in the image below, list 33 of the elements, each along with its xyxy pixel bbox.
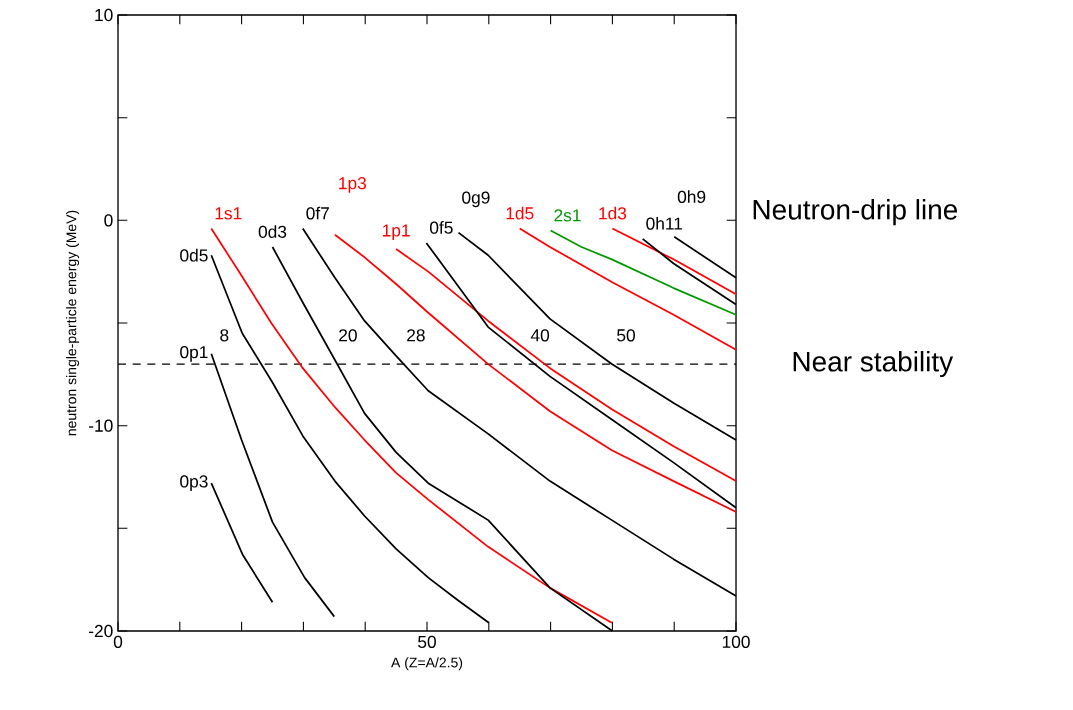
y-tick-label: -10 [89, 419, 113, 432]
series-label: 1s1 [215, 207, 242, 220]
y-axis-title: neutron single-particle energy (MeV) [66, 210, 80, 436]
series-label: 0p1 [180, 345, 208, 362]
line-series [549, 229, 737, 316]
annotation: 20 [339, 329, 357, 342]
series-label: 0d3 [258, 225, 287, 238]
series-label: 0p3 [180, 475, 208, 492]
series-label: 0h9 [677, 190, 706, 204]
series-label: 1d5 [506, 206, 534, 220]
x-tick-label: 100 [722, 635, 750, 648]
y-tick-label: -20 [89, 624, 113, 638]
y-tick-label: 0 [104, 214, 113, 227]
series-label: 2s1 [554, 209, 581, 222]
line-series [395, 248, 737, 482]
series-label: 0h11 [646, 216, 683, 230]
y-tick-label: 10 [95, 8, 113, 22]
annotation: 28 [407, 329, 425, 342]
x-tick-label: 0 [113, 635, 123, 648]
series-label: 1p1 [382, 224, 410, 240]
text: 1p3 [339, 177, 367, 193]
annotation: 50 [617, 329, 635, 342]
series-label: 0f7 [306, 206, 329, 220]
series-label: 0g9 [462, 191, 490, 208]
text: Neutron-drip line [753, 199, 958, 226]
series-label: 1d3 [599, 206, 627, 220]
x-axis-title: A (Z=A/2.5) [391, 657, 463, 671]
ref-line-label: Near stability [793, 351, 954, 378]
annotation: 40 [530, 329, 550, 342]
series-label: 0d5 [180, 248, 208, 262]
annotation: 8 [220, 329, 229, 342]
series-label: 0f5 [429, 221, 453, 234]
x-tick-label: 50 [418, 635, 436, 648]
